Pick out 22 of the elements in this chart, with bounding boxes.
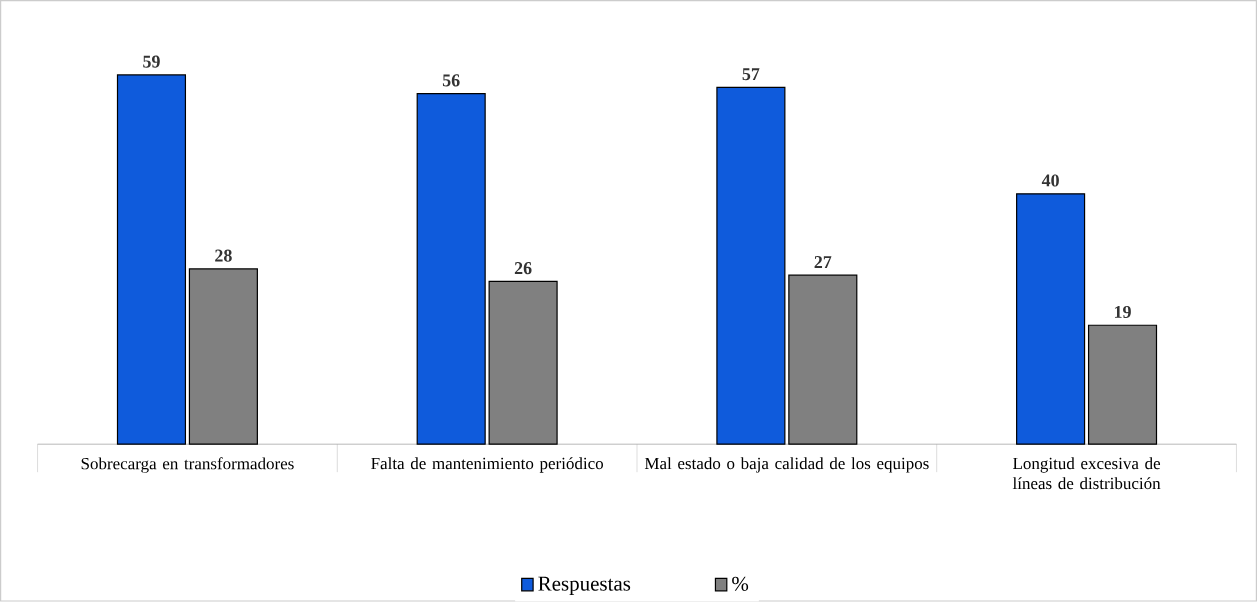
legend-label: % (732, 576, 749, 592)
bar (1087, 324, 1158, 445)
legend-label: Respuestas (538, 576, 631, 596)
bar (416, 93, 486, 445)
x-tick-label: Longitud excesiva de líneas de distribución (1012, 457, 1161, 490)
data-label: 27 (814, 256, 832, 269)
data-label: 28 (215, 249, 232, 262)
bar (188, 268, 258, 445)
data-label: 56 (442, 74, 460, 87)
x-tick-label: Sobrecarga en transformadores (81, 457, 294, 474)
bar (116, 74, 187, 445)
data-label: 57 (742, 68, 760, 81)
bar (788, 274, 858, 445)
data-label: 59 (143, 55, 160, 68)
x-tick-label: Mal estado o baja calidad de los equipos (644, 457, 929, 473)
bar (1016, 193, 1086, 445)
bar (488, 281, 558, 445)
x-tick-label: Falta de mantenimiento periódico (371, 457, 604, 473)
data-label: 26 (514, 262, 532, 275)
data-label: 40 (1041, 174, 1059, 187)
data-label: 19 (1114, 306, 1131, 319)
bar (716, 86, 786, 445)
